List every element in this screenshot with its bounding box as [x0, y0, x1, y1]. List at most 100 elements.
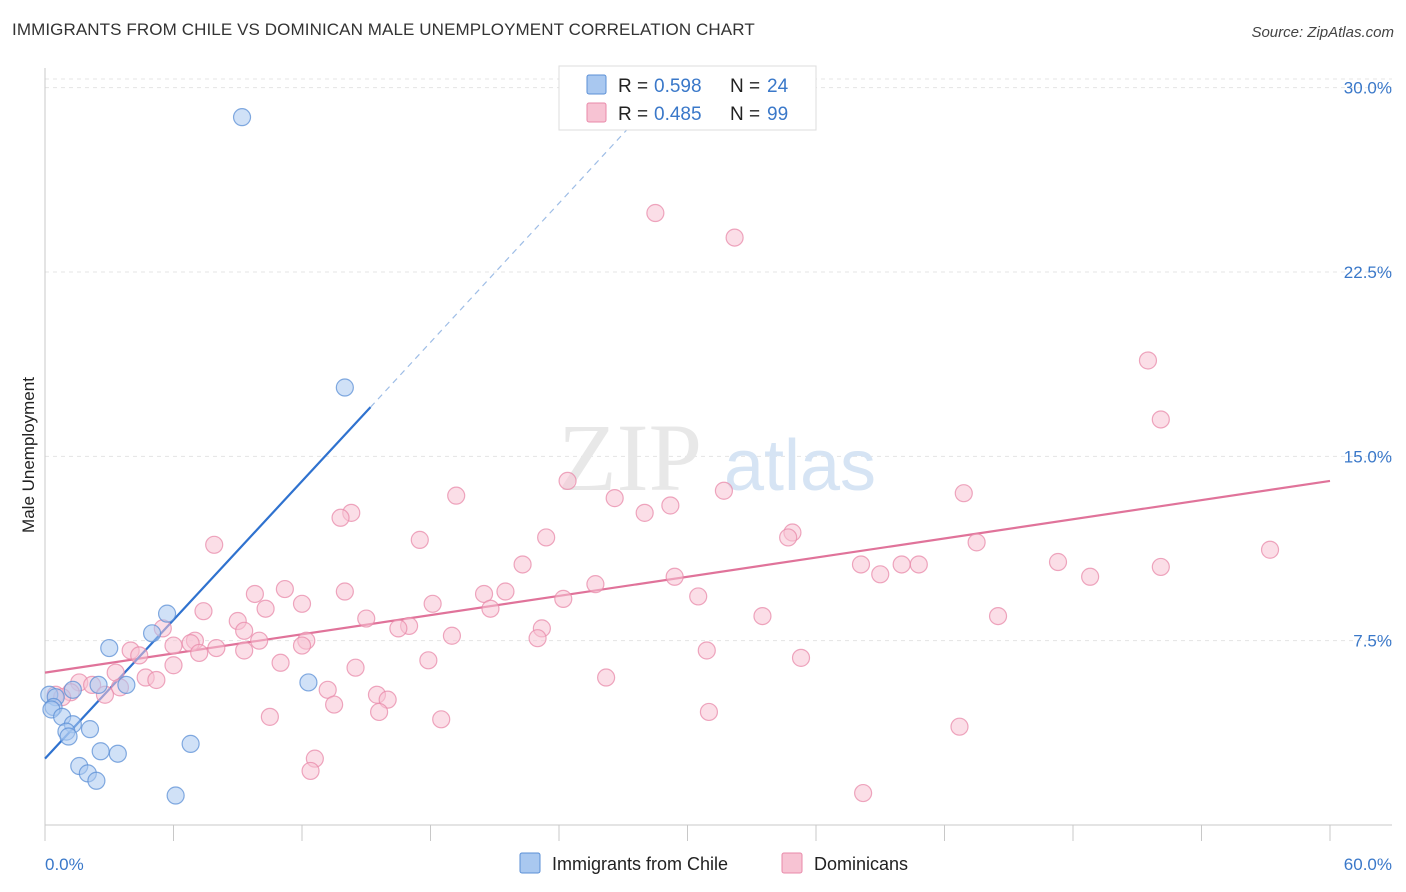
legend-r-value-chile: 0.598 — [654, 76, 702, 97]
legend-r-value-dominicans: 0.485 — [654, 104, 702, 125]
axes — [44, 68, 1392, 841]
point-dominican — [554, 589, 573, 608]
point-dominican — [335, 582, 354, 601]
legend-swatch-dominicans — [586, 102, 607, 123]
point-dominican — [1081, 567, 1100, 586]
point-dominican — [537, 528, 556, 547]
point-chile — [181, 734, 200, 753]
point-dominican — [988, 606, 1008, 626]
point-dominican — [1048, 552, 1068, 572]
point-dominican — [635, 503, 654, 522]
point-chile — [89, 675, 108, 695]
point-dominican — [528, 629, 547, 648]
trend-line-chile-extension — [370, 121, 635, 408]
legend-n-label-chile: N = — [730, 76, 760, 97]
y-tick-label: 7.5% — [1353, 632, 1392, 651]
y-tick-label: 30.0% — [1344, 79, 1392, 98]
y-tick-label: 22.5% — [1344, 263, 1392, 282]
y-axis-title: Male Unemployment — [19, 377, 38, 533]
point-dominican — [892, 555, 911, 574]
legend-r-label-chile: R = — [618, 76, 648, 97]
point-dominican — [130, 646, 149, 665]
point-chile — [335, 378, 354, 397]
point-dominican — [410, 530, 429, 549]
point-dominican — [250, 631, 269, 650]
chart-title: IMMIGRANTS FROM CHILE VS DOMINICAN MALE … — [12, 20, 755, 39]
point-dominican — [558, 471, 577, 491]
point-dominican — [1138, 351, 1158, 370]
point-dominican — [292, 636, 312, 655]
point-dominican — [725, 228, 744, 247]
point-dominican — [1151, 557, 1170, 577]
point-dominican — [779, 528, 798, 547]
watermark-atlas: atlas — [724, 426, 876, 506]
point-dominican — [597, 668, 616, 687]
tick-labels: 0.0% 60.0% 7.5% 15.0% 22.5% 30.0% — [45, 79, 1392, 874]
point-dominican — [205, 535, 224, 554]
point-dominican — [496, 582, 515, 601]
point-dominican — [432, 710, 451, 729]
point-chile — [91, 742, 110, 761]
legend-n-value-chile: 24 — [767, 76, 789, 97]
point-dominican — [791, 648, 811, 667]
point-chile — [166, 786, 185, 805]
point-dominican — [661, 496, 680, 515]
point-dominican — [665, 567, 684, 586]
point-dominican — [325, 695, 344, 714]
point-dominican — [389, 619, 408, 638]
point-dominican — [256, 599, 275, 618]
point-dominican — [194, 602, 213, 621]
point-chile — [142, 624, 162, 643]
point-dominican — [423, 594, 442, 613]
point-dominican — [292, 594, 312, 613]
bottom-legend: Immigrants from Chile Dominicans — [519, 852, 908, 874]
point-dominican — [1151, 410, 1170, 429]
point-dominican — [1260, 540, 1280, 559]
point-dominican — [346, 658, 365, 677]
point-dominican — [586, 575, 605, 594]
point-dominican — [909, 555, 928, 574]
x-tick-label-min: 0.0% — [45, 855, 84, 874]
point-dominican — [235, 641, 254, 660]
point-dominican — [164, 636, 183, 655]
point-dominican — [967, 533, 986, 552]
point-dominican — [954, 484, 973, 503]
point-dominican — [147, 670, 166, 690]
point-dominican — [235, 621, 254, 640]
legend-n-value-dominicans: 99 — [767, 104, 788, 125]
point-dominican — [699, 702, 719, 722]
point-dominican — [419, 651, 438, 670]
point-dominican — [714, 481, 734, 500]
point-dominican — [260, 707, 279, 726]
point-dominican — [605, 489, 624, 508]
point-dominican — [331, 508, 350, 527]
point-chile — [108, 744, 127, 763]
point-dominican — [357, 609, 376, 628]
legend-n-label-dominicans: N = — [730, 104, 760, 125]
watermark-zip: ZIP — [558, 404, 702, 511]
point-chile — [100, 638, 119, 658]
legend: R = 0.598 N = 24 R = 0.485 N = 99 — [558, 65, 817, 131]
point-dominican — [871, 565, 890, 584]
point-dominican — [854, 783, 873, 803]
point-dominican — [207, 638, 226, 658]
point-chile — [299, 673, 318, 692]
bottom-legend-swatch-dominicans — [781, 852, 803, 874]
bottom-legend-label-chile: Immigrants from Chile — [552, 854, 728, 874]
trend-line-chile — [44, 406, 372, 760]
y-tick-label: 15.0% — [1344, 447, 1392, 466]
legend-swatch-chile — [586, 74, 607, 95]
x-tick-label-max: 60.0% — [1344, 855, 1392, 874]
point-dominican — [245, 584, 264, 604]
source-label: Source: ZipAtlas.com — [1251, 24, 1394, 41]
point-dominican — [275, 579, 294, 599]
point-chile — [117, 675, 136, 695]
point-dominican — [481, 599, 500, 618]
point-dominican — [447, 486, 466, 505]
data-points — [40, 108, 1280, 805]
point-dominican — [689, 587, 708, 606]
point-dominican — [851, 555, 871, 574]
legend-r-label-dominicans: R = — [618, 104, 648, 125]
point-dominican — [950, 717, 969, 736]
